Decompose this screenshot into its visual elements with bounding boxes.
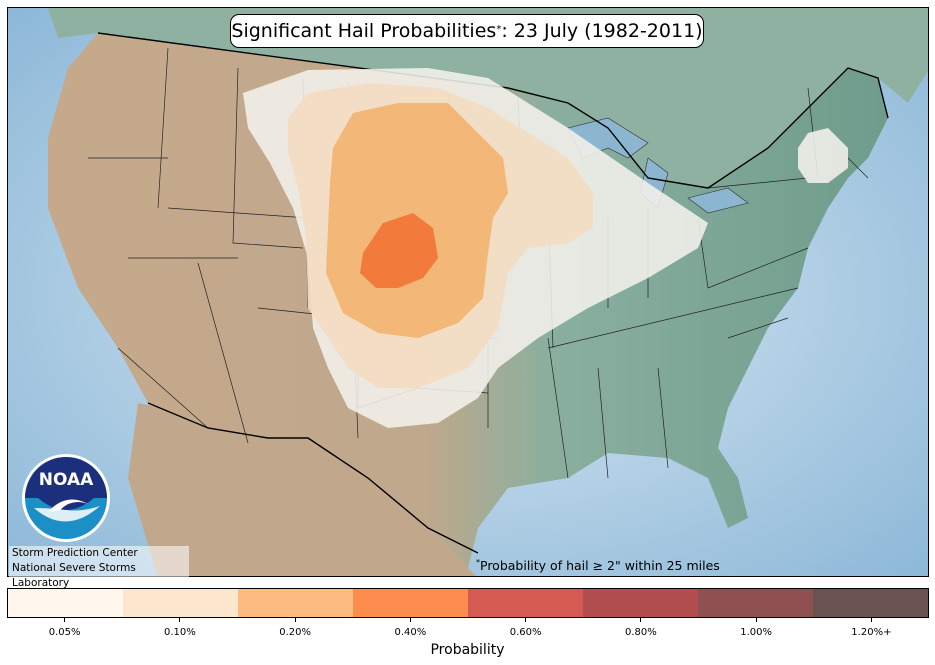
- footnote-text-before: Probability of hail: [480, 558, 593, 574]
- title-marker: *: [496, 23, 502, 35]
- colorbar-tick-label: 1.20%+: [851, 627, 892, 638]
- map-title: Significant Hail Probabilities *: 23 July…: [230, 14, 704, 48]
- noaa-logo-text: NOAA: [39, 470, 94, 490]
- colorbar-tick-label: 0.10%: [163, 627, 196, 638]
- colorbar: [7, 588, 929, 618]
- national-border: [97, 32, 889, 554]
- colorbar-tick: [64, 617, 66, 622]
- colorbar-bin: [353, 589, 468, 617]
- colorbar-bin: [698, 589, 813, 617]
- colorbar-tick-label: 0.05%: [48, 627, 81, 638]
- credits-box: Storm Prediction Center National Severe …: [9, 546, 189, 589]
- colorbar-tick-label: 1.00%: [740, 627, 773, 638]
- colorbar-tick-label: 0.60%: [509, 627, 542, 638]
- contour-0.05-ne: [798, 128, 848, 183]
- noaa-logo-icon: NOAA: [20, 452, 112, 544]
- colorbar-tick: [640, 617, 642, 622]
- title-date: : 23 July (1982-2011): [501, 20, 703, 42]
- credit-nssl: National Severe Storms Laboratory: [12, 562, 136, 589]
- colorbar-tick: [525, 617, 527, 622]
- colorbar-bin: [8, 589, 123, 617]
- footnote: *Probability of hail ≥ 2" within 25 mile…: [476, 558, 720, 573]
- colorbar-tick: [179, 617, 181, 622]
- colorbar-tick: [294, 617, 296, 622]
- footnote-text-after: 2" within 25 miles: [603, 558, 720, 574]
- colorbar-tick-label: 0.40%: [394, 627, 427, 638]
- map-panel: [7, 7, 929, 577]
- footnote-marker: *: [476, 558, 480, 567]
- credit-spc: Storm Prediction Center: [12, 547, 138, 559]
- colorbar-tick-label: 0.20%: [279, 627, 312, 638]
- canada-land: [48, 8, 928, 188]
- colorbar-tick-label: 0.80%: [624, 627, 657, 638]
- title-main: Significant Hail Probabilities: [231, 20, 497, 42]
- colorbar-tick: [409, 617, 411, 622]
- colorbar-bin: [813, 589, 928, 617]
- contour-0.40: [360, 213, 438, 288]
- colorbar-tick: [755, 617, 757, 622]
- colorbar-tick: [870, 617, 872, 622]
- colorbar-bin: [468, 589, 583, 617]
- colorbar-bin: [238, 589, 353, 617]
- us-map: [8, 8, 928, 576]
- mexico-land: [128, 403, 476, 576]
- colorbar-bin: [123, 589, 238, 617]
- footnote-symbol: ≥: [592, 558, 604, 574]
- colorbar-axis-label: Probability: [430, 642, 505, 658]
- colorbar-bin: [583, 589, 698, 617]
